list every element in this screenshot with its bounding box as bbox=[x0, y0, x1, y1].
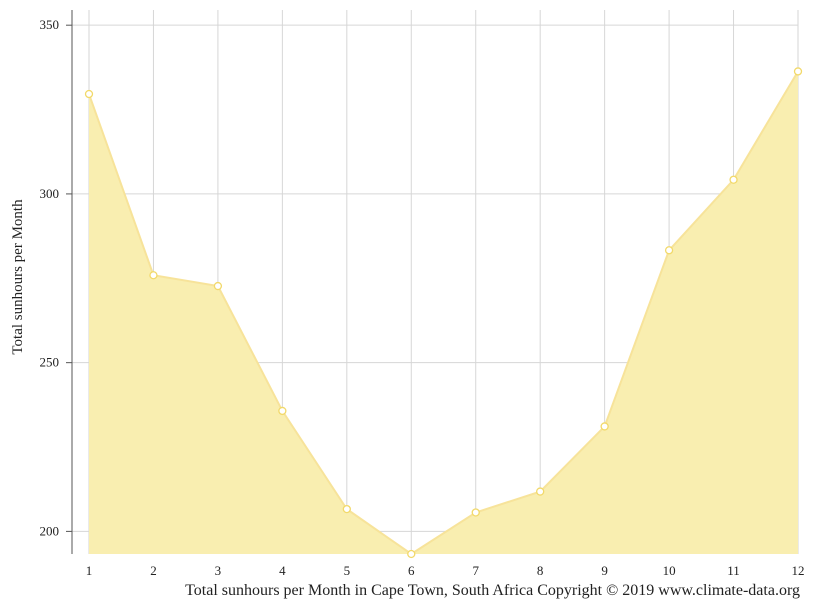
chart-caption: Total sunhours per Month in Cape Town, S… bbox=[185, 582, 800, 599]
x-tick-label-3: 3 bbox=[215, 563, 222, 578]
data-point-9 bbox=[600, 422, 609, 431]
data-point-11 bbox=[729, 175, 738, 184]
x-tick-label-5: 5 bbox=[344, 563, 351, 578]
data-points bbox=[84, 67, 803, 559]
area-fill bbox=[89, 71, 798, 554]
data-point-3 bbox=[213, 281, 223, 291]
x-tick-label-12: 12 bbox=[792, 563, 805, 578]
y-ticks: 200 250 300 350 bbox=[40, 17, 72, 538]
y-tick-label-200: 200 bbox=[40, 523, 60, 538]
data-point-12 bbox=[793, 67, 803, 76]
y-tick-label-250: 250 bbox=[40, 355, 60, 370]
data-point-10 bbox=[664, 246, 674, 255]
data-point-6 bbox=[407, 549, 416, 559]
x-ticks: 1 2 3 4 5 6 7 8 9 10 11 12 bbox=[86, 563, 805, 578]
x-tick-label-10: 10 bbox=[663, 563, 676, 578]
x-tick-label-2: 2 bbox=[150, 563, 157, 578]
data-point-7 bbox=[471, 508, 480, 517]
data-point-2 bbox=[149, 271, 158, 280]
x-tick-label-8: 8 bbox=[537, 563, 544, 578]
x-tick-label-11: 11 bbox=[727, 563, 740, 578]
data-point-4 bbox=[278, 406, 287, 416]
x-tick-label-9: 9 bbox=[601, 563, 608, 578]
data-point-1 bbox=[84, 89, 94, 99]
y-axis-label: Total sunhours per Month bbox=[10, 199, 26, 355]
y-tick-label-300: 300 bbox=[40, 186, 60, 201]
x-tick-label-6: 6 bbox=[408, 563, 415, 578]
x-tick-label-7: 7 bbox=[472, 563, 479, 578]
data-point-5 bbox=[342, 504, 351, 514]
y-tick-label-350: 350 bbox=[40, 17, 60, 32]
x-tick-label-1: 1 bbox=[86, 563, 93, 578]
data-point-8 bbox=[536, 487, 545, 496]
x-tick-label-4: 4 bbox=[279, 563, 286, 578]
series-line bbox=[88, 70, 799, 556]
